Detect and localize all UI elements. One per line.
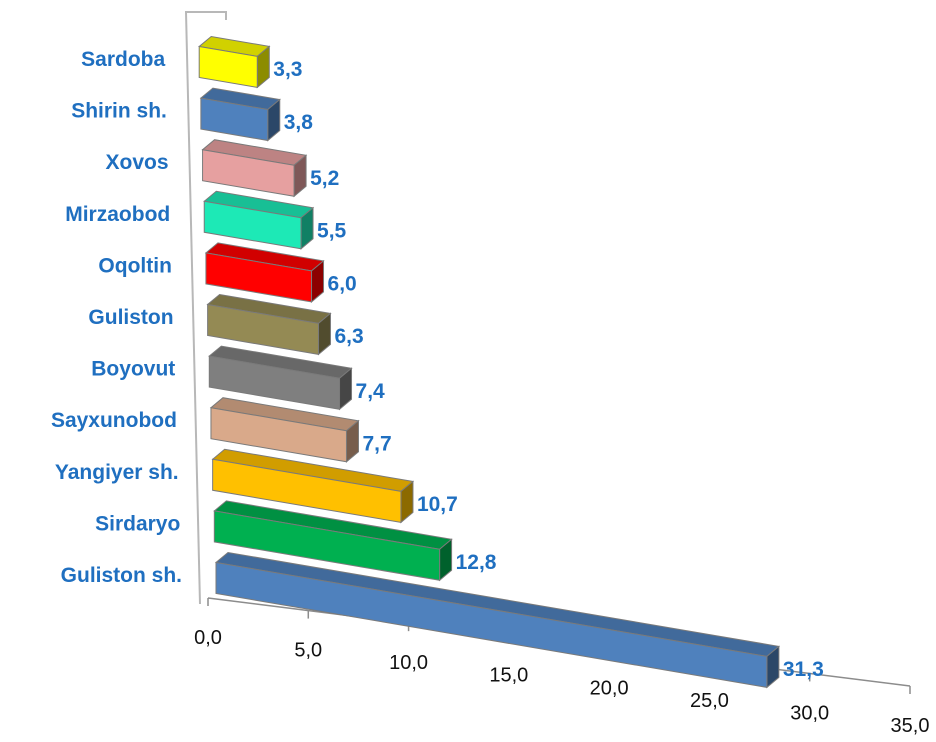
category-label: Sayxunobod xyxy=(51,409,177,432)
category-label: Mirzaobod xyxy=(65,203,170,226)
bar xyxy=(202,149,295,197)
value-label: 3,3 xyxy=(273,58,302,81)
x-tick-label: 25,0 xyxy=(690,690,729,712)
x-axis: 0,0 5,0 10,0 15,0 20,0 25,0 30,0 35,0 xyxy=(194,598,929,737)
category-label: Guliston sh. xyxy=(61,564,182,587)
x-tick-label: 35,0 xyxy=(891,715,930,737)
value-label: 12,8 xyxy=(456,551,497,574)
back-wall-edge xyxy=(184,11,227,605)
value-label: 31,3 xyxy=(783,658,824,681)
value-label: 3,8 xyxy=(284,111,314,134)
value-label: 5,2 xyxy=(310,167,339,190)
bars xyxy=(198,35,781,689)
bar xyxy=(198,45,258,88)
bar xyxy=(210,407,347,463)
bar xyxy=(203,200,302,250)
bar xyxy=(200,97,269,142)
bar xyxy=(212,458,402,523)
bar xyxy=(215,561,768,688)
bar xyxy=(205,252,313,303)
value-label: 7,4 xyxy=(356,380,386,403)
value-label: 6,0 xyxy=(328,272,357,295)
value-label: 6,3 xyxy=(334,325,363,348)
x-tick-label: 20,0 xyxy=(590,677,629,699)
bar xyxy=(213,510,441,581)
category-label: Guliston xyxy=(88,306,173,329)
value-label: 10,7 xyxy=(417,493,458,516)
value-label: 7,7 xyxy=(362,432,391,455)
value-labels: 3,3 3,8 5,2 5,5 6,0 6,3 7,4 7,7 10,7 12,8 31,3 xyxy=(273,58,823,681)
value-label: 5,5 xyxy=(317,219,347,242)
x-tick-label: 30,0 xyxy=(790,702,829,724)
category-label: Boyovut xyxy=(91,358,175,381)
x-tick-label: 15,0 xyxy=(489,665,528,687)
category-labels: Sardoba Shirin sh. Xovos Mirzaobod Oqoltin Gu… xyxy=(51,48,182,587)
x-tick-label: 10,0 xyxy=(389,652,428,674)
category-label: Sirdaryo xyxy=(95,512,180,535)
category-label: Oqoltin xyxy=(98,254,171,277)
category-label: Shirin sh. xyxy=(71,100,167,123)
category-label: Sardoba xyxy=(81,48,165,71)
x-tick-label: 5,0 xyxy=(294,640,322,662)
x-tick-label: 0,0 xyxy=(194,627,222,649)
category-label: Xovos xyxy=(106,151,169,174)
category-label: Yangiyer sh. xyxy=(55,461,179,484)
bar xyxy=(207,303,319,355)
bar xyxy=(208,355,341,410)
